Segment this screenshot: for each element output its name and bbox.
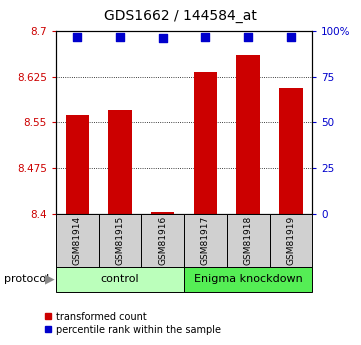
Point xyxy=(160,36,166,41)
Point xyxy=(288,34,294,39)
Bar xyxy=(227,214,270,267)
Text: GSM81916: GSM81916 xyxy=(158,216,167,265)
Bar xyxy=(56,267,184,292)
Point xyxy=(245,34,251,39)
Bar xyxy=(108,110,132,214)
Text: GSM81914: GSM81914 xyxy=(73,216,82,265)
Text: protocol: protocol xyxy=(4,274,49,284)
Bar xyxy=(270,214,312,267)
Bar xyxy=(99,214,142,267)
Bar xyxy=(236,56,260,214)
Text: GSM81917: GSM81917 xyxy=(201,216,210,265)
Text: GDS1662 / 144584_at: GDS1662 / 144584_at xyxy=(104,9,257,23)
Text: Enigma knockdown: Enigma knockdown xyxy=(194,274,303,284)
Point xyxy=(117,34,123,39)
Point xyxy=(203,34,208,39)
Bar xyxy=(66,115,89,214)
Bar xyxy=(142,214,184,267)
Bar xyxy=(279,88,303,214)
Text: control: control xyxy=(101,274,139,284)
Point xyxy=(74,34,80,39)
Bar xyxy=(184,267,312,292)
Legend: transformed count, percentile rank within the sample: transformed count, percentile rank withi… xyxy=(41,308,225,338)
Text: GSM81915: GSM81915 xyxy=(116,216,125,265)
Text: GSM81919: GSM81919 xyxy=(286,216,295,265)
Bar xyxy=(184,214,227,267)
Text: ▶: ▶ xyxy=(45,273,55,286)
Bar xyxy=(56,214,99,267)
Bar xyxy=(194,72,217,214)
Bar xyxy=(151,212,174,214)
Text: GSM81918: GSM81918 xyxy=(244,216,253,265)
